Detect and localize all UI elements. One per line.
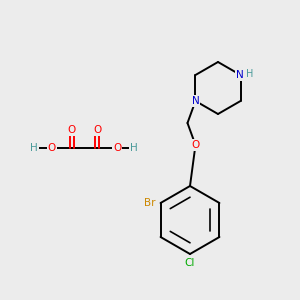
Text: O: O bbox=[191, 140, 200, 150]
Text: N: N bbox=[236, 70, 243, 80]
Text: H: H bbox=[130, 143, 138, 153]
Text: Br: Br bbox=[144, 198, 155, 208]
Text: O: O bbox=[93, 125, 101, 135]
Text: N: N bbox=[192, 96, 200, 106]
Text: Cl: Cl bbox=[185, 258, 195, 268]
Text: O: O bbox=[68, 125, 76, 135]
Text: H: H bbox=[246, 69, 253, 79]
Text: O: O bbox=[113, 143, 121, 153]
Text: H: H bbox=[30, 143, 38, 153]
Text: O: O bbox=[48, 143, 56, 153]
